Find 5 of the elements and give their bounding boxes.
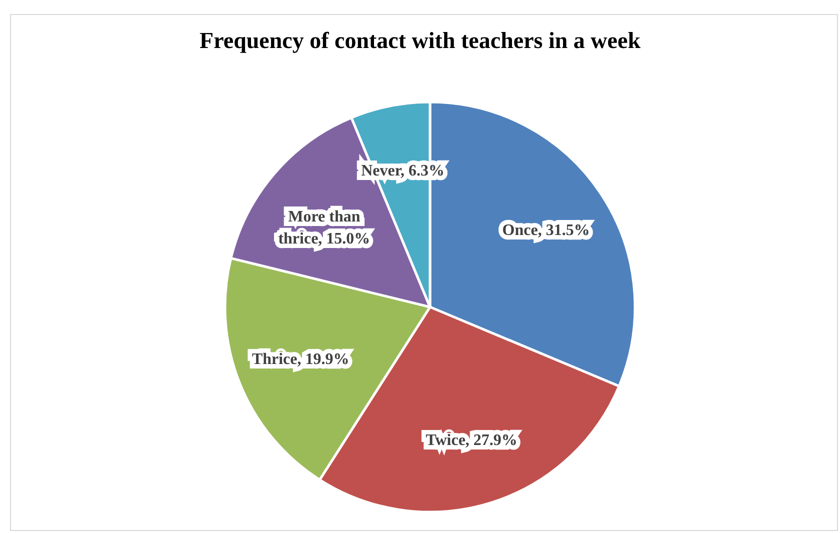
- slice-label: More than thrice, 15.0%: [278, 208, 370, 248]
- slice-label: Once, 31.5%: [502, 222, 590, 239]
- chart-title: Frequency of contact with teachers in a week: [200, 28, 641, 53]
- slice-label: Twice, 27.9%: [426, 432, 518, 450]
- slice-label: Thrice, 19.9%: [252, 350, 350, 368]
